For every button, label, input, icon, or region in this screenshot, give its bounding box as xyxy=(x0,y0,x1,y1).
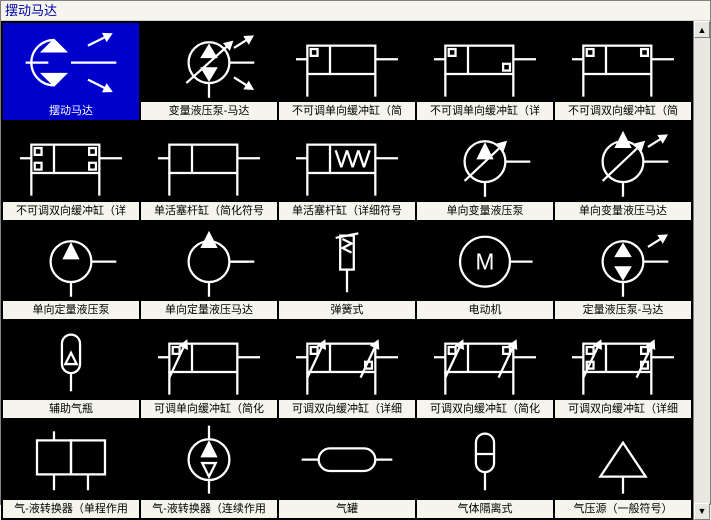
symbol-cell[interactable]: 气体隔离式 xyxy=(417,420,553,517)
symbol-cell[interactable]: 可调双向缓冲缸（详细 xyxy=(555,321,691,418)
chevron-up-icon: ▲ xyxy=(698,25,707,35)
spring-icon xyxy=(279,222,415,301)
symbol-cell[interactable]: 单向变量液压泵 xyxy=(417,122,553,219)
symbol-cell[interactable]: 变量液压泵-马达 xyxy=(141,23,277,120)
symbol-label: 单向定量液压马达 xyxy=(141,301,277,319)
symbol-label: 不可调双向缓冲缸（简 xyxy=(555,102,691,120)
pump-motor-fix-icon xyxy=(555,222,691,301)
symbol-cell[interactable]: 不可调单向缓冲缸（简 xyxy=(279,23,415,120)
symbol-label: 不可调双向缓冲缸（详 xyxy=(3,202,139,220)
chevron-down-icon: ▼ xyxy=(698,506,707,516)
svg-text:M: M xyxy=(476,248,495,274)
cyl-adj-1b-icon xyxy=(279,321,415,400)
symbol-cell[interactable]: 气-液转换器（连续作用 xyxy=(141,420,277,517)
cyl-adj-2b-icon xyxy=(555,321,691,400)
symbol-label: 单向变量液压泵 xyxy=(417,202,553,220)
symbol-cell[interactable]: 单向定量液压泵 xyxy=(3,222,139,319)
cyl-fixed-2a-icon xyxy=(555,23,691,102)
symbol-label: 定量液压泵-马达 xyxy=(555,301,691,319)
symbol-cell[interactable]: 辅助气瓶 xyxy=(3,321,139,418)
symbol-cell[interactable]: 定量液压泵-马达 xyxy=(555,222,691,319)
symbol-cell[interactable]: 气-液转换器（单程作用 xyxy=(3,420,139,517)
symbol-label: 可调双向缓冲缸（详细 xyxy=(555,400,691,418)
air-src-icon xyxy=(555,420,691,499)
symbol-label: 单向变量液压马达 xyxy=(555,202,691,220)
symbol-label: 气罐 xyxy=(279,500,415,518)
scroll-up-button[interactable]: ▲ xyxy=(694,21,710,38)
symbol-label: 不可调单向缓冲缸（详 xyxy=(417,102,553,120)
symbol-label: 单活塞杆缸（详细符号 xyxy=(279,202,415,220)
gl-conv-1-icon xyxy=(3,420,139,499)
var-pump-motor-icon xyxy=(141,23,277,102)
symbol-cell[interactable]: M 电动机 xyxy=(417,222,553,319)
symbol-palette-panel: 摆动马达 摆动马达变量液压泵-马达不可调单向缓冲缸（简不可调单向缓冲缸（详不可调… xyxy=(0,0,711,505)
scroll-down-button[interactable]: ▼ xyxy=(694,503,710,520)
symbol-label: 气-液转换器（单程作用 xyxy=(3,500,139,518)
aux-bottle-icon xyxy=(3,321,139,400)
symbol-cell[interactable]: 气罐 xyxy=(279,420,415,517)
symbol-label: 单向定量液压泵 xyxy=(3,301,139,319)
symbol-cell[interactable]: 单向定量液压马达 xyxy=(141,222,277,319)
symbol-cell[interactable]: 可调单向缓冲缸（简化 xyxy=(141,321,277,418)
symbol-cell[interactable]: 摆动马达 xyxy=(3,23,139,120)
panel-title: 摆动马达 xyxy=(5,3,57,18)
panel-header: 摆动马达 xyxy=(1,1,710,21)
gas-iso-icon xyxy=(417,420,553,499)
symbol-label: 气压源（一般符号） xyxy=(555,500,691,518)
pump-var-1-icon xyxy=(417,122,553,201)
symbol-label: 可调单向缓冲缸（简化 xyxy=(141,400,277,418)
symbol-cell[interactable]: 单活塞杆缸（详细符号 xyxy=(279,122,415,219)
symbol-label: 辅助气瓶 xyxy=(3,400,139,418)
cyl-single-d-icon xyxy=(279,122,415,201)
symbol-label: 不可调单向缓冲缸（简 xyxy=(279,102,415,120)
symbol-cell[interactable]: 可调双向缓冲缸（简化 xyxy=(417,321,553,418)
gl-conv-2-icon xyxy=(141,420,277,499)
symbol-cell[interactable]: 不可调双向缓冲缸（详 xyxy=(3,122,139,219)
symbol-label: 气体隔离式 xyxy=(417,500,553,518)
symbol-label: 摆动马达 xyxy=(3,102,139,120)
tank-icon xyxy=(279,420,415,499)
symbol-label: 可调双向缓冲缸（详细 xyxy=(279,400,415,418)
symbol-cell[interactable]: 气压源（一般符号） xyxy=(555,420,691,517)
symbol-label: 单活塞杆缸（简化符号 xyxy=(141,202,277,220)
symbol-label: 弹簧式 xyxy=(279,301,415,319)
symbol-label: 电动机 xyxy=(417,301,553,319)
symbol-label: 可调双向缓冲缸（简化 xyxy=(417,400,553,418)
osc-motor-icon xyxy=(3,23,139,102)
symbol-cell[interactable]: 单活塞杆缸（简化符号 xyxy=(141,122,277,219)
motor-fix-1-icon xyxy=(141,222,277,301)
cyl-adj-1a-icon xyxy=(141,321,277,400)
cyl-adj-2a-icon xyxy=(417,321,553,400)
elec-motor-icon: M xyxy=(417,222,553,301)
motor-var-1-icon xyxy=(555,122,691,201)
symbol-cell[interactable]: 可调双向缓冲缸（详细 xyxy=(279,321,415,418)
symbol-label: 变量液压泵-马达 xyxy=(141,102,277,120)
pump-fix-1-icon xyxy=(3,222,139,301)
cyl-fixed-1a-icon xyxy=(279,23,415,102)
panel-body: 摆动马达变量液压泵-马达不可调单向缓冲缸（简不可调单向缓冲缸（详不可调双向缓冲缸… xyxy=(1,21,710,520)
vertical-scrollbar[interactable]: ▲ ▼ xyxy=(693,21,710,520)
symbol-label: 气-液转换器（连续作用 xyxy=(141,500,277,518)
symbol-cell[interactable]: 弹簧式 xyxy=(279,222,415,319)
scroll-track[interactable] xyxy=(694,38,710,503)
cyl-single-s-icon xyxy=(141,122,277,201)
symbol-cell[interactable]: 不可调双向缓冲缸（简 xyxy=(555,23,691,120)
symbol-grid: 摆动马达变量液压泵-马达不可调单向缓冲缸（简不可调单向缓冲缸（详不可调双向缓冲缸… xyxy=(1,21,693,520)
cyl-fixed-2b-icon xyxy=(3,122,139,201)
symbol-cell[interactable]: 不可调单向缓冲缸（详 xyxy=(417,23,553,120)
symbol-cell[interactable]: 单向变量液压马达 xyxy=(555,122,691,219)
cyl-fixed-1b-icon xyxy=(417,23,553,102)
